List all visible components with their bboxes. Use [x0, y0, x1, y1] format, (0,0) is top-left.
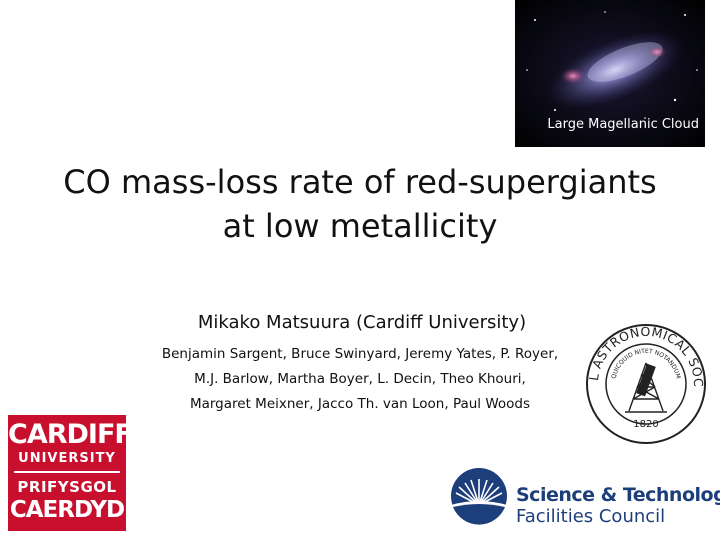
cardiff-logo-line-1: CARDIFF	[8, 419, 133, 450]
cardiff-university-logo: CARDIFF UNIVERSITY PRIFYSGOL CAERDYD	[8, 415, 133, 531]
cardiff-logo-line-3: PRIFYSGOL	[17, 478, 117, 496]
ras-year: 1820	[633, 419, 658, 430]
cardiff-logo-divider	[14, 471, 120, 473]
cardiff-logo-line-2: UNIVERSITY	[18, 451, 116, 466]
coauthors-line-2: M.J. Barlow, Martha Boyer, L. Decin, The…	[194, 371, 526, 387]
stfc-logo-line-1: Science & Technology	[516, 484, 720, 506]
coauthors-line-1: Benjamin Sargent, Bruce Swinyard, Jeremy…	[161, 346, 559, 362]
coauthors: Benjamin Sargent, Bruce Swinyard, Jeremy…	[130, 342, 590, 417]
stfc-logo-line-2: Facilities Council	[516, 506, 666, 527]
title-line-2: at low metallicity	[222, 207, 498, 245]
slide-title: CO mass-loss rate of red-supergiants at …	[0, 160, 720, 248]
stfc-logo-text: Science & Technology Facilities Council	[516, 484, 720, 528]
coauthors-line-3: Margaret Meixner, Jacco Th. van Loon, Pa…	[189, 396, 531, 412]
galaxy-caption: Large Magellanic Cloud	[547, 117, 699, 132]
presenter: Mikako Matsuura (Cardiff University)	[197, 312, 527, 333]
galaxy-graphic	[526, 11, 698, 119]
cardiff-logo-line-4: CAERDYD	[9, 497, 125, 523]
galaxy-image: Large Magellanic Cloud	[515, 0, 705, 147]
title-line-1: CO mass-loss rate of red-supergiants	[63, 163, 657, 201]
telescope-icon	[625, 362, 667, 413]
stfc-emblem-icon	[451, 468, 507, 525]
royal-astronomical-society-seal: ROYAL ASTRONOMICAL SOCIETY QUICQUID NITE…	[585, 323, 706, 444]
